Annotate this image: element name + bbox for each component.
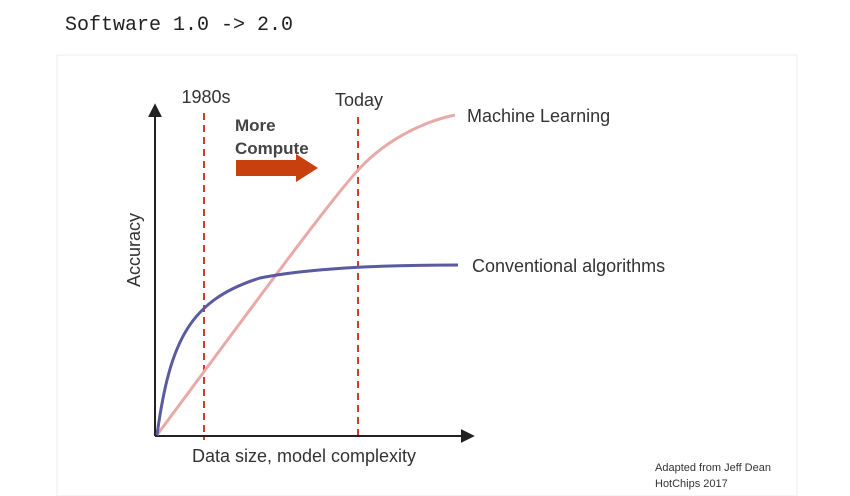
conventional-curve — [155, 263, 459, 436]
curve-label: Conventional algorithms — [472, 256, 665, 276]
marker-label: Today — [335, 90, 383, 110]
arrow-label: Compute — [235, 139, 309, 158]
x-axis-label: Data size, model complexity — [192, 446, 416, 466]
credit: Adapted from Jeff Dean — [655, 462, 771, 474]
ml-curve — [155, 113, 456, 436]
page-title: Software 1.0 -> 2.0 — [65, 14, 294, 37]
y-axis-label: Accuracy — [124, 213, 144, 287]
credit: HotChips 2017 — [655, 478, 728, 490]
arrow-label: More — [235, 116, 276, 135]
curve-label: Machine Learning — [467, 106, 610, 126]
compute-arrow — [236, 154, 318, 182]
marker-label: 1980s — [181, 87, 230, 107]
figure-panel — [56, 54, 798, 496]
